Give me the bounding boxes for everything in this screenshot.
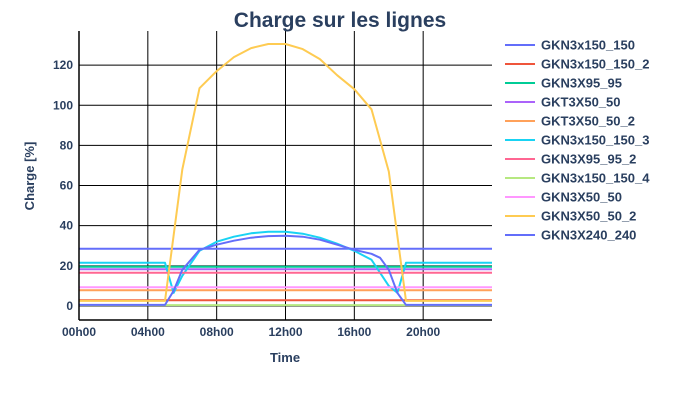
y-tick-label: 80 [60,138,74,152]
y-axis-title: Charge [%] [22,142,37,211]
x-tick-label: 00h00 [62,325,96,339]
series-line [79,234,492,306]
axes [78,31,492,321]
y-tick-label: 120 [53,58,73,72]
legend: GKN3x150_150 GKN3x150_150_2 GKN3X95_95 GKT3… [505,38,650,243]
x-tick-label: 16h00 [337,325,371,339]
y-tick-label: 60 [60,179,74,193]
chart-title: Charge sur les lignes [234,9,446,32]
x-tick-labels: 00h00 04h00 08h00 12h00 16h00 20h00 [62,325,441,339]
legend-label: GKN3X50_50_2 [541,209,636,224]
legend-label: GKN3x150_150_4 [541,171,650,186]
legend-label: GKN3x150_150_3 [541,133,649,148]
y-tick-label: 20 [60,259,74,273]
x-tick-label: 20h00 [406,325,440,339]
series-line [79,230,492,294]
legend-label: GKT3X50_50 [541,95,621,110]
x-tick-label: 04h00 [131,325,165,339]
y-tick-label: 0 [66,299,73,313]
x-tick-label: 12h00 [268,325,302,339]
x-axis-title: Time [270,350,300,365]
legend-label: GKN3x150_150_2 [541,57,649,72]
y-tick-label: 40 [60,219,74,233]
legend-label: GKN3X50_50 [541,190,622,205]
x-tick-label: 08h00 [200,325,234,339]
series-lines [79,43,492,307]
legend-label: GKN3X95_95_2 [541,152,636,167]
legend-label: GKT3X50_50_2 [541,114,635,129]
y-tick-label: 100 [53,98,73,112]
legend-label: GKN3X240_240 [541,228,636,243]
legend-label: GKN3x150_150 [541,38,635,53]
y-tick-labels: 0 20 40 60 80 100 120 [53,58,73,313]
legend-label: GKN3X95_95 [541,76,622,91]
series-line [79,43,492,302]
